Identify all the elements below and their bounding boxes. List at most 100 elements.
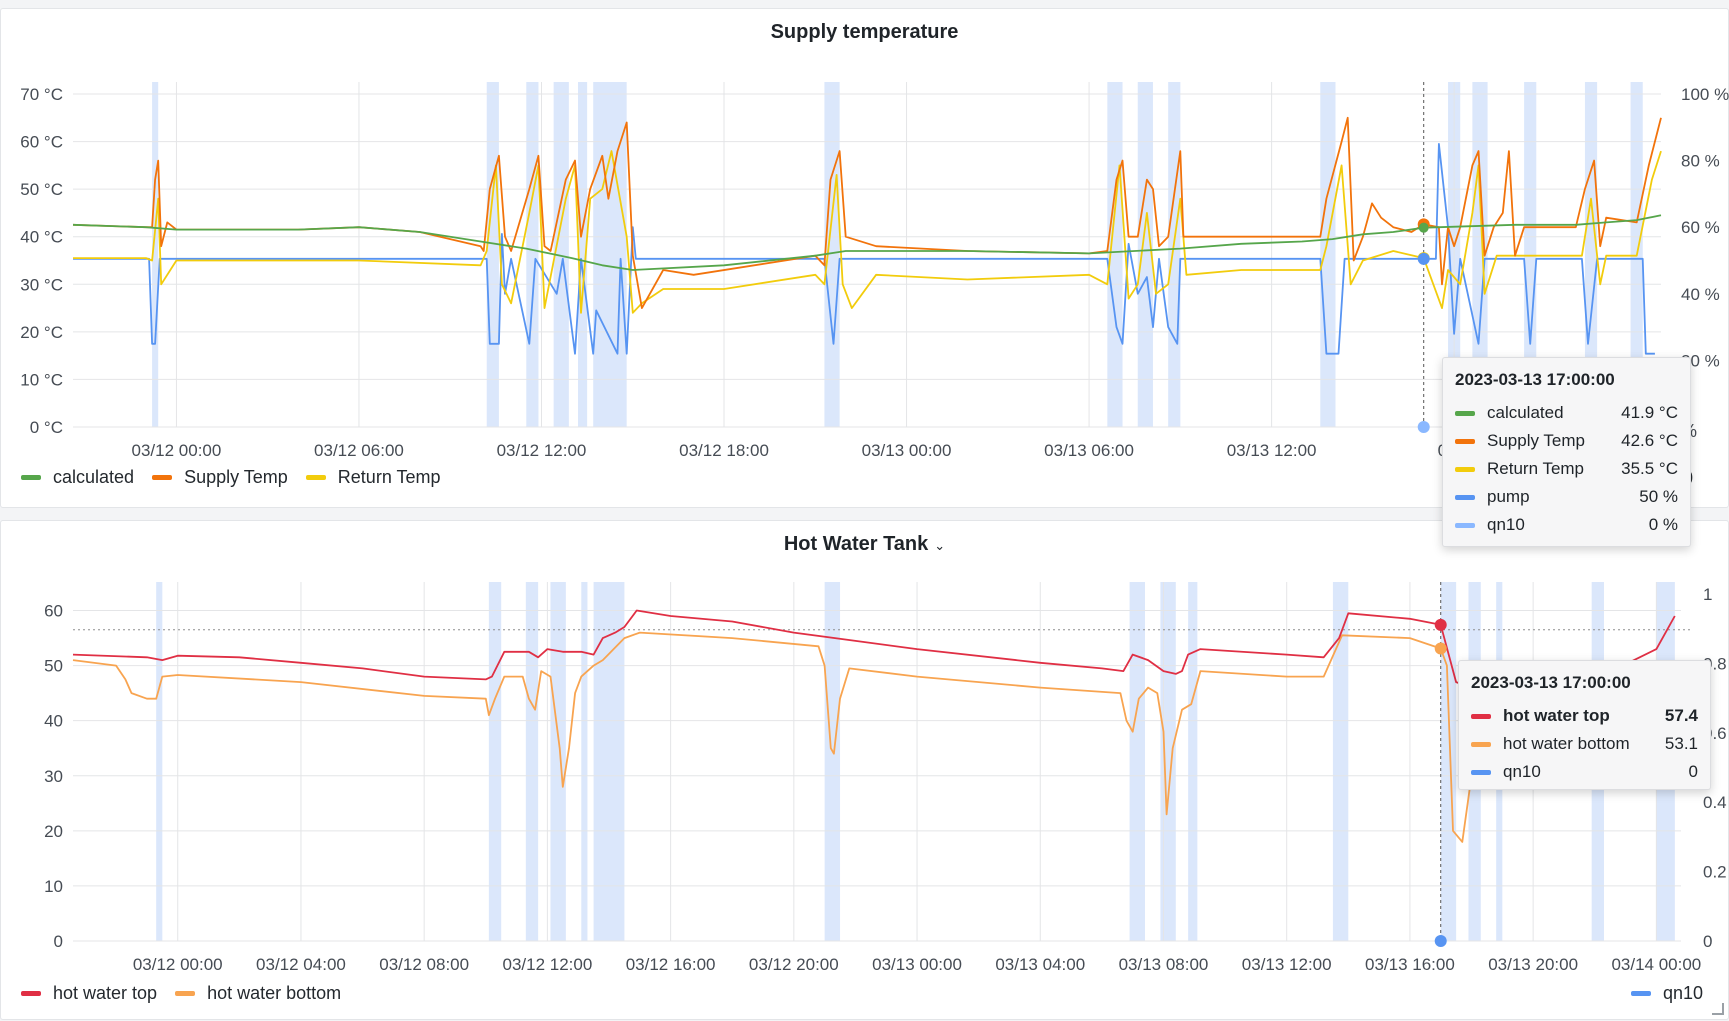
legend-item-qn10[interactable]: qn10	[1631, 983, 1703, 1004]
qn10-band	[526, 82, 539, 427]
tooltip-swatch	[1471, 769, 1491, 775]
qn10-band	[1332, 582, 1349, 941]
series-line-hot-water-top	[72, 609, 1676, 689]
y-tick-label: 0 °C	[30, 418, 63, 437]
tooltip-swatch	[1455, 410, 1475, 416]
qn10-band	[553, 82, 569, 427]
hover-point-hot-water-bottom	[1434, 642, 1447, 655]
series-line-pump	[73, 143, 1655, 355]
x-tick-label: 03/13 16:00	[1365, 955, 1455, 974]
qn10-band	[824, 582, 841, 941]
tooltip-series-value: 0	[1688, 762, 1698, 781]
panel-title[interactable]: Supply temperature	[1, 21, 1728, 44]
tooltip-rows: calculated 41.9 °C Supply Temp 42.6 °C Retur…	[1455, 399, 1678, 539]
tooltip-swatch	[1471, 713, 1491, 719]
legend-swatch	[1631, 991, 1651, 996]
y2-tick-label: 0.4	[1703, 793, 1727, 812]
hover-point-hot-water-top	[1434, 618, 1447, 631]
qn10-band	[1188, 582, 1198, 941]
panel-title-text[interactable]: Supply temperature	[770, 21, 959, 43]
series-line-hot-water-bottom	[72, 631, 1676, 843]
y-tick-label: 60	[44, 602, 63, 621]
tooltip-series-name: Supply Temp	[1487, 431, 1585, 450]
qn10-band	[1129, 582, 1145, 941]
legend-item-calculated[interactable]: calculated	[21, 467, 134, 488]
legend-item-hot-water-top[interactable]: hot water top	[21, 983, 157, 1004]
legend-label: hot water bottom	[207, 983, 342, 1003]
tooltip-series-value: 35.5 °C	[1621, 459, 1678, 478]
qn10-band	[1440, 582, 1457, 941]
legend: hot water top hot water bottom	[21, 983, 341, 1004]
legend-label: Supply Temp	[184, 467, 288, 487]
panel-title[interactable]: Hot Water Tank ⌄	[1, 533, 1728, 556]
y-tick-label: 40 °C	[20, 228, 63, 247]
legend-right: qn10	[1631, 983, 1703, 1004]
x-tick-label: 03/13 00:00	[862, 441, 952, 460]
y2-tick-label: 1	[1703, 585, 1712, 604]
hover-point-qn10	[1417, 421, 1430, 433]
qn10-band	[577, 82, 588, 427]
x-tick-label: 03/12 06:00	[314, 441, 404, 460]
x-tick-label: 03/13 12:00	[1242, 955, 1332, 974]
tooltip-row: hot water top 57.4	[1471, 702, 1698, 730]
y2-tick-label: 60 %	[1681, 218, 1720, 237]
panel-title-text[interactable]: Hot Water Tank	[783, 533, 929, 555]
tooltip-swatch	[1455, 438, 1475, 444]
qn10-band	[1524, 82, 1537, 427]
series-line-supply-temp	[72, 116, 1662, 309]
y-tick-label: 20	[44, 822, 63, 841]
y2-tick-label: 80 %	[1681, 152, 1720, 171]
legend: calculated Supply Temp Return Temp	[21, 467, 441, 488]
tooltip-series-value: 42.6 °C	[1621, 431, 1678, 450]
panel-resize-handle[interactable]	[1712, 1003, 1724, 1015]
legend-item-hot-water-bottom[interactable]: hot water bottom	[175, 983, 341, 1004]
qn10-band	[593, 82, 627, 427]
y2-tick-label: 0	[1703, 932, 1712, 951]
qn10-band	[1320, 82, 1336, 427]
qn10-band	[156, 582, 163, 941]
legend-item-supply-temp[interactable]: Supply Temp	[152, 467, 288, 488]
series-line-return-temp	[73, 150, 1662, 314]
tooltip-swatch	[1455, 466, 1475, 472]
y2-tick-label: 100 %	[1681, 85, 1729, 104]
supply-temperature-chart[interactable]: 0 °C 10 °C 20 °C 30 °C 40 °C 50 °C 60 °C 70 °C 0…	[1, 9, 1729, 509]
qn10-band	[486, 82, 499, 427]
hover-point-pump	[1417, 252, 1430, 265]
tooltip-row: calculated 41.9 °C	[1455, 399, 1678, 427]
chevron-down-icon[interactable]: ⌄	[934, 538, 946, 553]
qn10-band	[593, 582, 625, 941]
tooltip-series-value: 41.9 °C	[1621, 403, 1678, 422]
qn10-band	[550, 582, 566, 941]
series-line-calculated	[72, 214, 1662, 271]
tooltip-row: Return Temp 35.5 °C	[1455, 455, 1678, 483]
tooltip-series-value: 50 %	[1639, 487, 1678, 506]
tooltip-time: 2023-03-13 17:00:00	[1471, 673, 1631, 692]
y-tick-label: 70 °C	[20, 85, 63, 104]
y-tick-label: 50	[44, 657, 63, 676]
x-tick-label: 03/12 18:00	[679, 441, 769, 460]
y-tick-label: 30	[44, 767, 63, 786]
hover-point-calculated	[1418, 222, 1429, 233]
x-tick-label: 03/13 00:00	[872, 955, 962, 974]
legend-item-return-temp[interactable]: Return Temp	[305, 467, 441, 488]
legend-swatch	[305, 475, 326, 480]
hover-point-qn10	[1434, 935, 1447, 947]
tooltip-row: hot water bottom 53.1	[1471, 730, 1698, 758]
qn10-band	[581, 582, 588, 941]
hot-water-tank-panel: Hot Water Tank ⌄ 0 10 20 30 40 50 60 03/12 00:00…	[0, 520, 1729, 1020]
x-tick-label: 03/14 00:00	[1611, 955, 1701, 974]
x-tick-label: 03/12 08:00	[379, 955, 469, 974]
tooltip-series-value: 53.1	[1664, 734, 1698, 753]
qn10-band	[152, 82, 159, 427]
x-tick-label: 03/12 00:00	[132, 441, 222, 460]
hover-tooltip-supply: 2023-03-13 17:00:00 calculated 41.9 °C Sup…	[1442, 357, 1691, 547]
tooltip-row: qn10 0 %	[1455, 511, 1678, 539]
x-tick-label: 03/12 04:00	[256, 955, 346, 974]
y2-tick-label: 40 %	[1681, 285, 1720, 304]
x-tick-label: 03/13 06:00	[1044, 441, 1134, 460]
tooltip-series-name: pump	[1487, 487, 1530, 506]
y-tick-label: 60 °C	[20, 133, 63, 152]
tooltip-series-name: qn10	[1487, 515, 1525, 534]
y2-tick-label: 0.2	[1703, 863, 1727, 882]
x-tick-label: 03/12 20:00	[749, 955, 839, 974]
